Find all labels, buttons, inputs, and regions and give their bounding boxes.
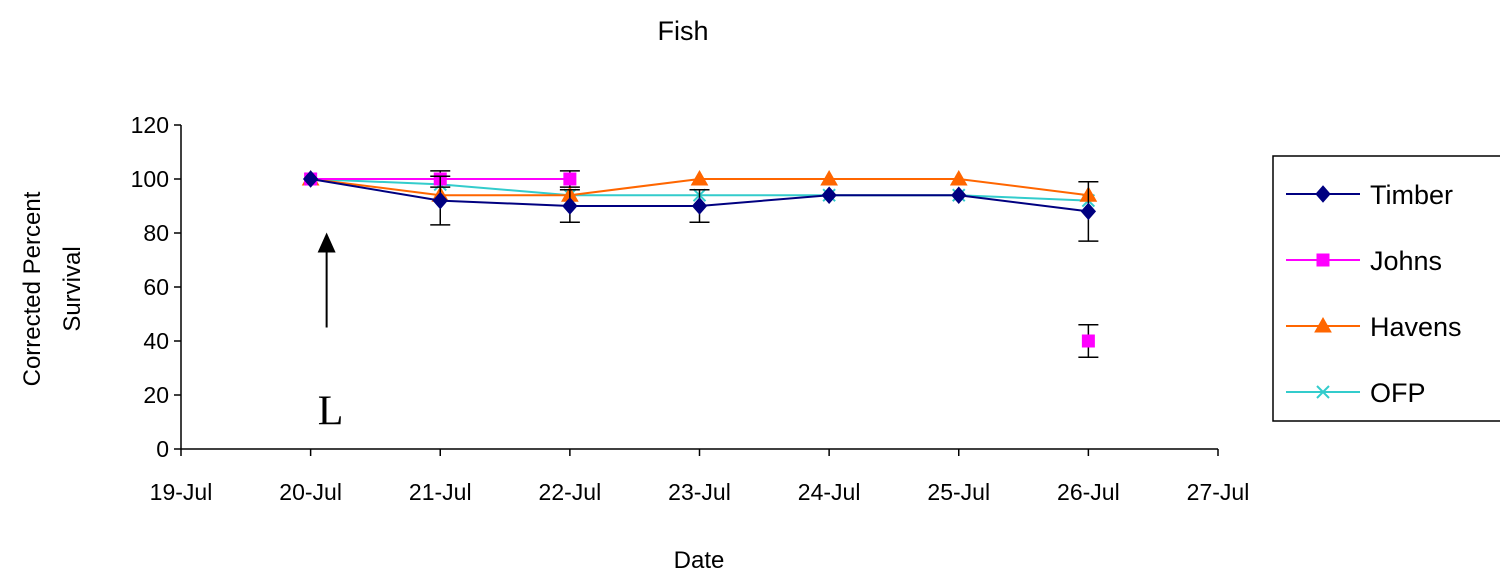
annotation-arrow-head bbox=[317, 232, 336, 253]
x-tick-label: 22-Jul bbox=[539, 479, 602, 505]
data-point bbox=[820, 169, 838, 186]
y-axis-label-line-1: Corrected Percent bbox=[19, 191, 46, 386]
legend-swatch-marker bbox=[1316, 253, 1330, 267]
legend-swatch-marker bbox=[1316, 385, 1330, 399]
legend-box bbox=[1272, 155, 1500, 422]
plot-area bbox=[301, 169, 1099, 358]
data-point bbox=[1080, 202, 1097, 221]
y-axis-label: Corrected Percent Survival bbox=[19, 191, 86, 386]
y-tick-label: 40 bbox=[143, 328, 169, 354]
legend: Timber Johns Havens OFP bbox=[1272, 155, 1500, 422]
data-point bbox=[302, 170, 319, 188]
data-point bbox=[1081, 334, 1095, 348]
legend-label: Johns bbox=[1370, 246, 1442, 276]
y-tick-label: 0 bbox=[156, 436, 169, 462]
x-tick-label: 21-Jul bbox=[409, 479, 472, 505]
data-point bbox=[821, 186, 837, 204]
annotation: L bbox=[317, 232, 344, 435]
x-tick-label: 23-Jul bbox=[668, 479, 731, 505]
y-tick-label: 120 bbox=[131, 112, 169, 138]
legend-item-havens: Havens bbox=[1286, 312, 1462, 342]
x-tick-label: 25-Jul bbox=[927, 479, 990, 505]
data-point bbox=[432, 191, 448, 210]
data-point bbox=[562, 197, 578, 215]
data-point bbox=[951, 186, 967, 204]
legend-label: OFP bbox=[1370, 378, 1426, 408]
x-tick-labels: 19-Jul 20-Jul 21-Jul 22-Jul 23-Jul 24-Jul 25-J… bbox=[150, 479, 1250, 505]
x-axis-label: Date bbox=[674, 547, 725, 574]
x-tick-label: 19-Jul bbox=[150, 479, 213, 505]
annotation-label: L bbox=[318, 389, 344, 435]
chart-title: Fish bbox=[657, 16, 708, 46]
legend-item-ofp: OFP bbox=[1286, 378, 1426, 408]
y-tick-labels: 0 20 40 60 80 100 120 bbox=[131, 112, 169, 462]
axes bbox=[174, 124, 1219, 456]
data-point bbox=[690, 169, 709, 186]
legend-swatch-marker bbox=[1314, 316, 1332, 333]
x-tick-label: 24-Jul bbox=[798, 479, 861, 505]
data-point bbox=[563, 172, 577, 186]
y-tick-label: 60 bbox=[143, 274, 169, 300]
legend-item-johns: Johns bbox=[1286, 246, 1442, 276]
x-tick-label: 20-Jul bbox=[279, 479, 342, 505]
legend-label: Havens bbox=[1370, 312, 1462, 342]
y-tick-label: 100 bbox=[131, 166, 169, 192]
legend-label: Timber bbox=[1370, 180, 1453, 210]
x-tick-label: 26-Jul bbox=[1057, 479, 1120, 505]
x-tick-label: 27-Jul bbox=[1187, 479, 1250, 505]
legend-swatch-marker bbox=[1315, 185, 1331, 203]
data-point bbox=[949, 169, 968, 186]
legend-item-timber: Timber bbox=[1286, 180, 1453, 210]
y-tick-label: 20 bbox=[143, 382, 169, 408]
data-point bbox=[691, 197, 708, 215]
y-axis-label-line-2: Survival bbox=[59, 246, 86, 331]
series-timber bbox=[302, 170, 1099, 242]
y-tick-label: 80 bbox=[143, 220, 169, 246]
